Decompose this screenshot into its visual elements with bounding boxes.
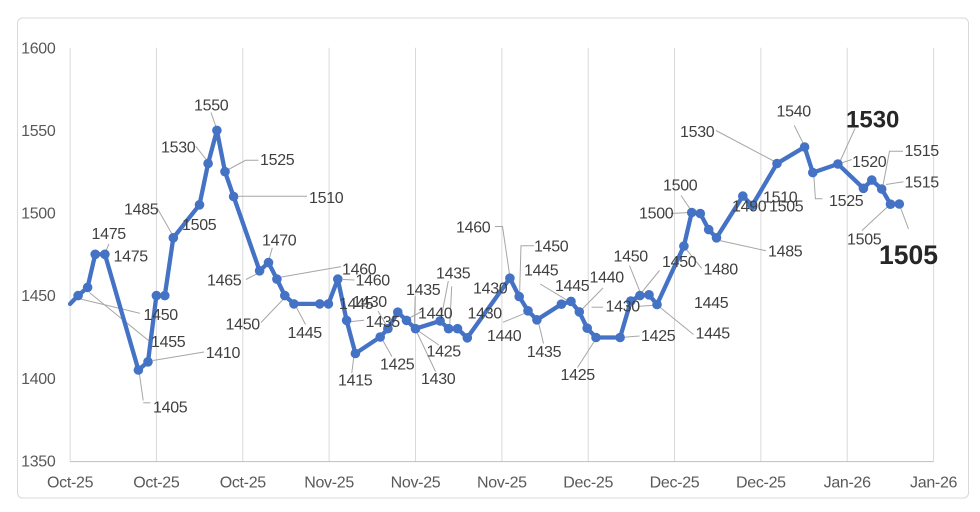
svg-text:1445: 1445 [694, 295, 729, 312]
svg-text:1485: 1485 [124, 202, 159, 219]
svg-text:1460: 1460 [456, 220, 491, 237]
svg-text:1445: 1445 [696, 326, 731, 343]
svg-text:1435: 1435 [366, 314, 401, 331]
svg-text:1400: 1400 [21, 371, 56, 388]
svg-text:1515: 1515 [905, 175, 940, 192]
svg-text:1430: 1430 [421, 371, 456, 388]
svg-text:1510: 1510 [309, 190, 344, 207]
svg-text:1490: 1490 [732, 199, 767, 216]
svg-text:Jan-26: Jan-26 [824, 475, 872, 492]
svg-text:1510: 1510 [763, 190, 798, 207]
svg-text:1455: 1455 [151, 334, 186, 351]
svg-text:1505: 1505 [847, 232, 882, 249]
svg-text:1600: 1600 [21, 40, 56, 57]
svg-text:1530: 1530 [846, 107, 899, 134]
svg-text:1515: 1515 [905, 143, 940, 160]
svg-text:Dec-25: Dec-25 [650, 475, 700, 492]
svg-text:1550: 1550 [194, 98, 229, 115]
svg-text:Nov-25: Nov-25 [391, 475, 441, 492]
svg-text:1500: 1500 [663, 178, 698, 195]
svg-text:1435: 1435 [436, 266, 471, 283]
svg-text:1415: 1415 [338, 373, 373, 390]
svg-text:1445: 1445 [555, 278, 590, 295]
svg-text:1425: 1425 [561, 367, 596, 384]
svg-text:1460: 1460 [342, 262, 377, 279]
svg-text:1520: 1520 [852, 154, 887, 171]
svg-text:1450: 1450 [662, 254, 697, 271]
svg-text:1350: 1350 [21, 454, 56, 471]
svg-text:1465: 1465 [207, 273, 242, 290]
svg-text:1445: 1445 [288, 325, 323, 342]
svg-text:1500: 1500 [21, 206, 56, 223]
svg-text:1440: 1440 [590, 270, 625, 287]
svg-text:Nov-25: Nov-25 [477, 475, 527, 492]
svg-text:1440: 1440 [487, 328, 522, 345]
svg-text:1445: 1445 [524, 263, 559, 280]
svg-text:1425: 1425 [641, 328, 676, 345]
svg-text:1505: 1505 [879, 240, 938, 270]
svg-text:1430: 1430 [606, 299, 641, 316]
svg-text:Nov-25: Nov-25 [304, 475, 354, 492]
svg-text:1500: 1500 [639, 206, 674, 223]
svg-text:Dec-25: Dec-25 [736, 475, 786, 492]
svg-text:Jan-26: Jan-26 [910, 475, 958, 492]
svg-text:1530: 1530 [680, 124, 715, 141]
svg-text:1550: 1550 [21, 123, 56, 140]
svg-text:1530: 1530 [161, 140, 196, 157]
svg-text:Oct-25: Oct-25 [47, 475, 94, 492]
svg-text:1460: 1460 [356, 273, 391, 290]
svg-text:1410: 1410 [206, 345, 241, 362]
svg-text:Dec-25: Dec-25 [563, 475, 613, 492]
svg-text:1475: 1475 [114, 249, 149, 266]
svg-text:1450: 1450 [614, 249, 649, 266]
svg-text:1525: 1525 [829, 193, 864, 210]
svg-text:Oct-25: Oct-25 [133, 475, 180, 492]
svg-text:1540: 1540 [777, 104, 812, 121]
svg-text:1505: 1505 [182, 217, 217, 234]
svg-text:1525: 1525 [260, 152, 295, 169]
svg-text:1405: 1405 [153, 400, 188, 417]
svg-text:1475: 1475 [92, 226, 127, 243]
svg-text:1450: 1450 [226, 317, 261, 334]
svg-text:1445: 1445 [339, 296, 374, 313]
svg-text:1430: 1430 [468, 306, 503, 323]
svg-text:1470: 1470 [262, 233, 297, 250]
svg-text:1440: 1440 [418, 306, 453, 323]
svg-text:1450: 1450 [21, 288, 56, 305]
svg-text:1435: 1435 [406, 282, 441, 299]
svg-text:1505: 1505 [769, 199, 804, 216]
svg-text:1425: 1425 [380, 357, 415, 374]
svg-text:1430: 1430 [473, 281, 508, 298]
svg-text:1425: 1425 [427, 344, 462, 361]
svg-text:Oct-25: Oct-25 [220, 475, 267, 492]
svg-text:1480: 1480 [704, 262, 739, 279]
svg-text:1430: 1430 [353, 294, 388, 311]
svg-text:1450: 1450 [144, 307, 179, 324]
svg-text:1450: 1450 [534, 239, 569, 256]
svg-text:1485: 1485 [768, 244, 803, 261]
svg-text:1435: 1435 [527, 344, 562, 361]
